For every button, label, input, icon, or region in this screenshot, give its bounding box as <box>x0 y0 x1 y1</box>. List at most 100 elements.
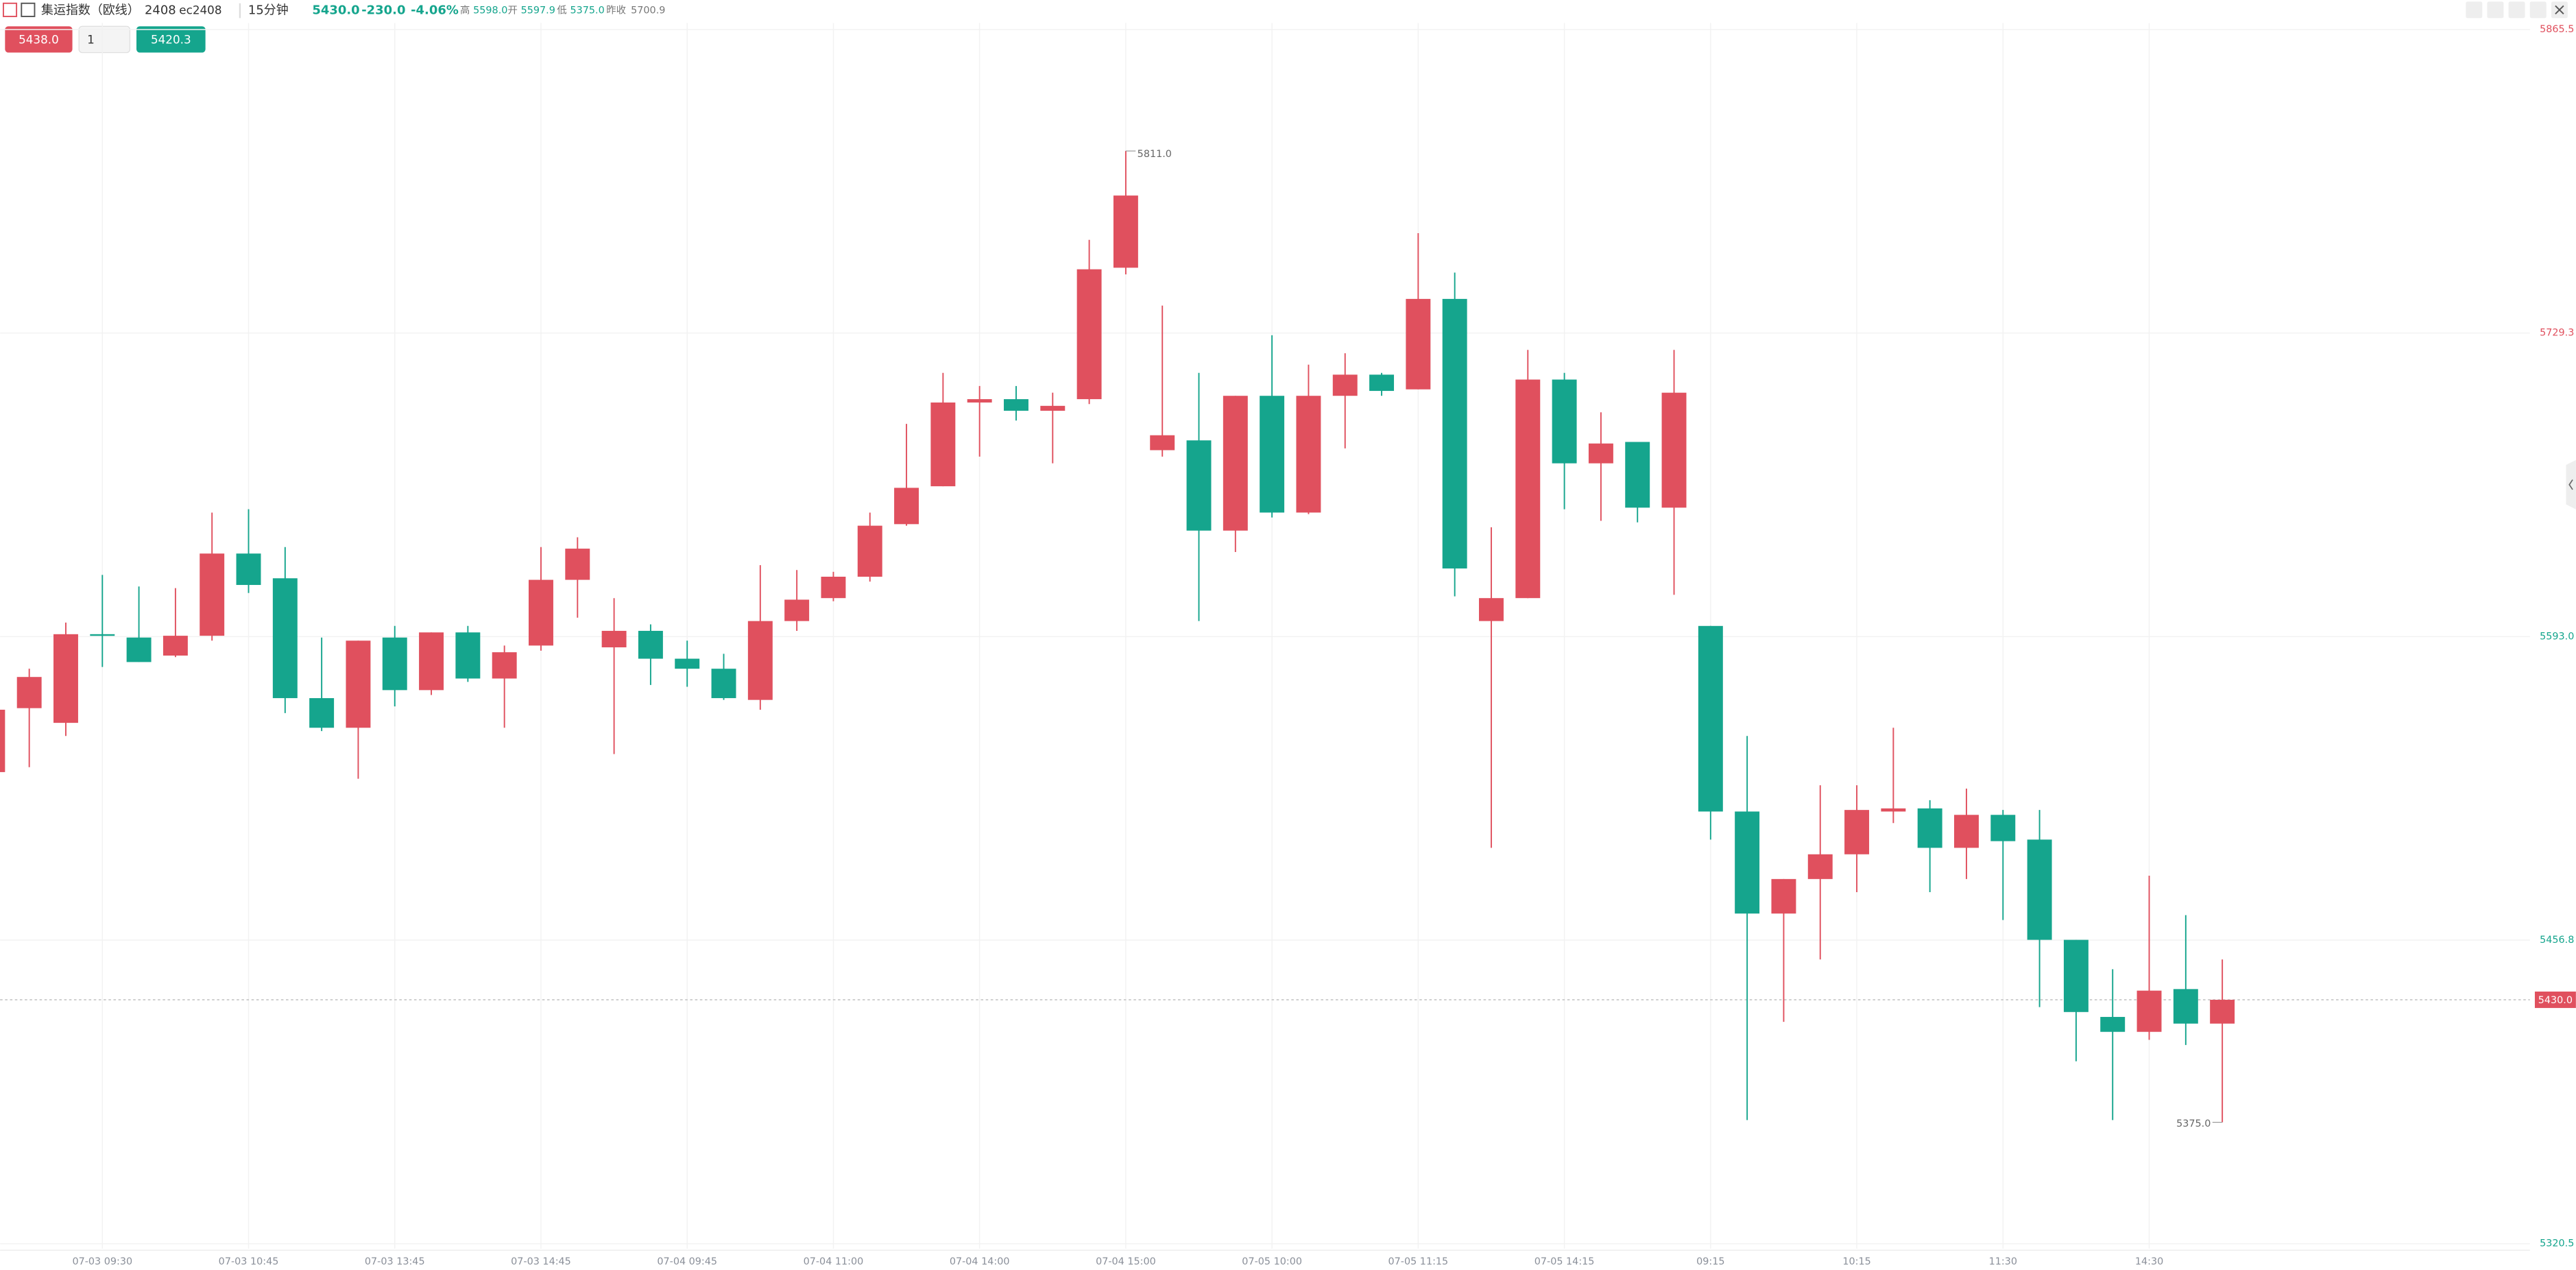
tool-button[interactable] <box>2508 1 2525 19</box>
candle-body <box>16 677 42 708</box>
candle-body <box>2173 989 2198 1024</box>
candle-body <box>1515 379 1541 599</box>
candle-body <box>747 621 773 700</box>
candle-body <box>1807 854 1833 879</box>
max-label: 5811.0 <box>1137 149 1172 160</box>
sell-price: 5438.0 <box>19 33 59 47</box>
plot: 5320.5 5456.8 5593.0 5729.3 5865.5 07-03 09:3… <box>0 23 2576 1267</box>
x-tick-label: 09:15 <box>1696 1256 1724 1267</box>
candle-body <box>53 634 78 723</box>
last-price-label: 5430.0 <box>2538 995 2573 1006</box>
candle-body <box>309 698 335 728</box>
tool-button[interactable] <box>2529 1 2547 19</box>
candle-body <box>601 630 627 647</box>
x-tick-label: 07-03 14:45 <box>511 1256 571 1267</box>
code[interactable]: ec2408 <box>179 3 221 17</box>
candle-body <box>2210 999 2235 1024</box>
candle-body <box>1881 808 1906 812</box>
stat-value: 5375.0 <box>570 5 605 16</box>
instrument-name: 集运指数（欧线） <box>41 3 140 18</box>
last-price-box <box>2534 991 2576 1008</box>
candle-body <box>784 599 810 621</box>
x-tick-label: 07-05 14:15 <box>1534 1256 1595 1267</box>
last-price: 5430.0 <box>312 3 359 18</box>
candle-body <box>2100 1016 2126 1032</box>
candle-body <box>2063 939 2089 1012</box>
x-tick-label: 07-04 14:00 <box>950 1256 1010 1267</box>
x-tick-label: 07-03 09:30 <box>72 1256 132 1267</box>
candle-body <box>1479 598 1504 621</box>
candle-body <box>675 658 700 669</box>
candle-body <box>1076 269 1102 400</box>
x-tick-label: 07-03 13:45 <box>365 1256 425 1267</box>
sell-button[interactable] <box>5 26 73 53</box>
candle-body <box>1954 815 1979 848</box>
tool-button[interactable] <box>2466 1 2483 19</box>
icon <box>21 2 36 17</box>
stat-value: 5598.0 <box>473 5 507 16</box>
candle-body <box>1844 810 1870 854</box>
candle-body <box>1698 625 1723 812</box>
candle-body <box>1186 440 1212 531</box>
candle-body <box>1442 298 1467 568</box>
x-tick-label: 07-04 11:00 <box>804 1256 864 1267</box>
candle-body <box>2027 839 2052 940</box>
stat-value: 5700.9 <box>631 5 665 16</box>
candle-body <box>492 652 517 679</box>
x-tick-label: 07-05 10:00 <box>1242 1256 1302 1267</box>
y-tick-label: 5865.5 <box>2540 24 2574 35</box>
candle-body <box>200 553 225 636</box>
candle-body <box>1735 811 1760 914</box>
candle-body <box>126 637 152 662</box>
candle-body <box>821 577 846 599</box>
y-tick-label: 5456.8 <box>2540 935 2574 946</box>
candle-body <box>638 630 663 659</box>
candle-body <box>565 549 590 580</box>
tool-button[interactable] <box>2487 1 2504 19</box>
x-tick-label: 07-05 11:15 <box>1388 1256 1449 1267</box>
candle-body <box>894 488 919 525</box>
candle-body <box>1004 399 1028 411</box>
buy-button[interactable] <box>136 26 206 53</box>
candle-body <box>1369 374 1395 392</box>
candle-body <box>1332 374 1358 396</box>
stat-label: 高 <box>460 5 470 16</box>
candle-body <box>1771 878 1796 914</box>
y-tick-label: 5593.0 <box>2540 631 2574 642</box>
stat-label: 低 <box>557 5 566 16</box>
contract: 2408 <box>145 3 176 18</box>
icon <box>2 2 18 17</box>
candle-body <box>1260 396 1285 513</box>
close-icon <box>2555 5 2564 15</box>
stat-label: 开 <box>507 5 517 16</box>
candle-body <box>1296 396 1321 513</box>
side-tab-arrow <box>2568 479 2573 490</box>
y-tick-label: 5320.5 <box>2540 1238 2574 1249</box>
candle-body <box>1113 195 1138 268</box>
candle-body <box>0 709 5 772</box>
toolbar <box>2466 1 2568 19</box>
candle-body <box>2136 990 2162 1032</box>
candle-body <box>1917 808 1942 848</box>
candle-body <box>1588 443 1613 464</box>
side-tab-shape[interactable] <box>2566 459 2576 510</box>
candle-body <box>382 637 407 691</box>
candle-body <box>529 579 553 646</box>
candle-body <box>1990 815 2016 841</box>
candle-body <box>1406 298 1431 390</box>
buy-price: 5420.3 <box>151 33 191 47</box>
stat-value: 5597.9 <box>521 5 555 16</box>
quantity-input[interactable] <box>78 25 131 53</box>
order-bar: 5438.0 1 5420.3 <box>5 25 206 53</box>
stat-label: 昨收 <box>606 5 626 16</box>
change-pct: -4.06% <box>411 3 459 18</box>
candle-body <box>90 634 115 636</box>
candle-body <box>236 553 261 586</box>
side-tab[interactable] <box>2566 459 2576 510</box>
header: 集运指数（欧线） 2408 ec2408 15分钟 5430.0 -230.0 … <box>2 1 2568 19</box>
period[interactable]: 15分钟 <box>248 3 289 18</box>
x-tick-label: 10:15 <box>1842 1256 1870 1267</box>
candle-body <box>711 669 736 699</box>
